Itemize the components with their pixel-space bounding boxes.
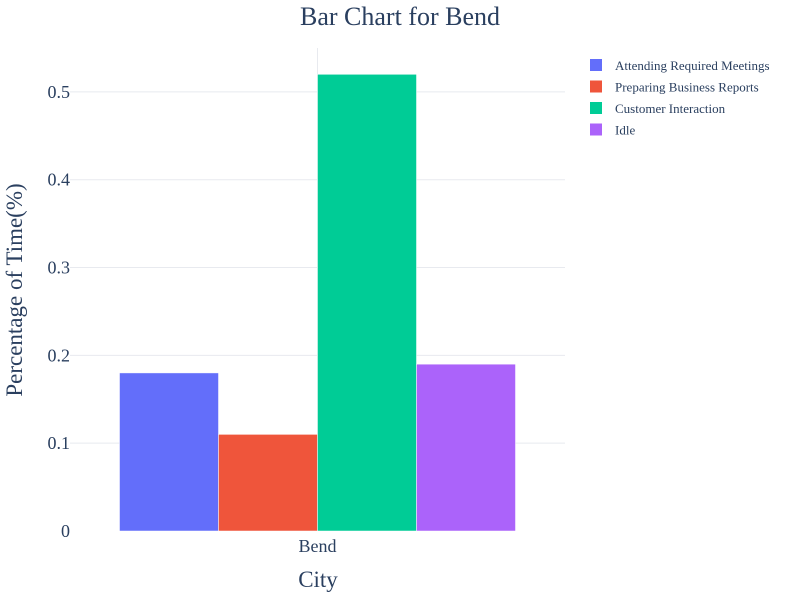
bar-customer-interaction: [317, 74, 417, 532]
chart-title: Bar Chart for Bend: [300, 2, 500, 31]
y-tick-label: 0.2: [48, 345, 71, 365]
legend-item[interactable]: Attending Required Meetings: [590, 58, 770, 73]
y-tick-label: 0.4: [48, 170, 71, 190]
y-tick-label: 0.5: [48, 82, 71, 102]
bars: [119, 74, 516, 532]
legend-swatch: [590, 102, 602, 114]
legend-swatch: [590, 59, 602, 71]
y-tick-label: 0.3: [48, 258, 71, 278]
x-axis-ticks: Bend: [299, 536, 337, 556]
x-tick-label: Bend: [299, 536, 337, 556]
legend-item[interactable]: Preparing Business Reports: [590, 80, 759, 95]
legend-label: Preparing Business Reports: [615, 80, 759, 95]
bar-idle: [416, 363, 516, 532]
x-axis-title: City: [298, 567, 338, 592]
legend-label: Attending Required Meetings: [615, 58, 770, 73]
legend-swatch: [590, 80, 602, 93]
bar-attending-required-meetings: [119, 372, 219, 532]
y-axis-ticks: 0 0.1 0.2 0.3 0.4 0.5: [48, 82, 71, 541]
legend-item[interactable]: Customer Interaction: [590, 101, 726, 116]
bar-preparing-business-reports: [218, 434, 318, 532]
legend-swatch: [590, 123, 602, 136]
y-axis-title: Percentage of Time(%): [2, 183, 27, 396]
legend-label: Idle: [615, 123, 635, 138]
y-tick-label: 0: [61, 521, 70, 541]
legend-label: Customer Interaction: [615, 101, 726, 116]
legend-item[interactable]: Idle: [590, 123, 635, 138]
legend: Attending Required Meetings Preparing Bus…: [590, 58, 770, 138]
y-tick-label: 0.1: [48, 433, 71, 453]
